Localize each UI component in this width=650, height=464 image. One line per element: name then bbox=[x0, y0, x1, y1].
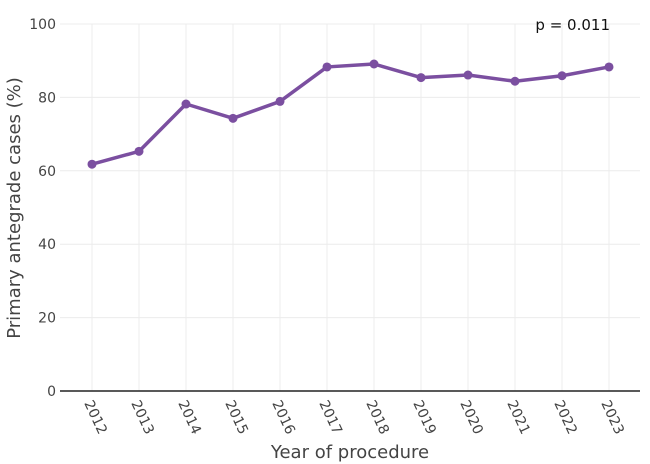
x-tick-label: 2023 bbox=[597, 398, 627, 437]
x-tick-label: 2012 bbox=[80, 398, 110, 437]
y-axis-title: Primary antegrade cases (%) bbox=[4, 77, 25, 339]
x-tick-label: 2021 bbox=[503, 398, 533, 437]
data-point bbox=[557, 71, 567, 81]
y-tick-label: 80 bbox=[38, 90, 56, 106]
y-tick-label: 20 bbox=[38, 311, 56, 327]
x-tick-label: 2015 bbox=[221, 398, 251, 437]
y-tick-label: 40 bbox=[38, 237, 56, 253]
y-tick-label: 100 bbox=[29, 17, 56, 33]
data-point bbox=[181, 99, 191, 109]
x-tick-labels: 2012 2013 2014 2015 2016 2017 2018 2019 2020 2021… bbox=[80, 398, 627, 437]
series-line bbox=[90, 62, 611, 166]
data-point bbox=[510, 76, 520, 86]
x-tick-label: 2022 bbox=[550, 398, 580, 437]
x-axis-title: Year of procedure bbox=[270, 442, 429, 463]
p-value-annotation: p = 0.011 bbox=[535, 16, 610, 34]
x-tick-label: 2013 bbox=[127, 398, 157, 437]
x-tick-label: 2014 bbox=[174, 398, 204, 437]
data-point bbox=[228, 113, 238, 123]
series bbox=[87, 59, 614, 169]
data-point bbox=[87, 159, 97, 169]
data-point bbox=[463, 70, 473, 80]
gridlines bbox=[60, 23, 640, 391]
data-point bbox=[275, 96, 285, 106]
x-tick-label: 2019 bbox=[409, 398, 439, 437]
data-point bbox=[134, 146, 144, 156]
x-tick-label: 2016 bbox=[268, 398, 298, 437]
x-tick-label: 2017 bbox=[315, 398, 345, 437]
y-tick-label: 60 bbox=[38, 164, 56, 180]
data-point bbox=[604, 62, 614, 72]
data-point bbox=[369, 59, 379, 69]
y-tick-label: 0 bbox=[47, 384, 56, 400]
data-point bbox=[322, 62, 332, 72]
x-tick-label: 2018 bbox=[362, 398, 392, 437]
y-tick-labels: 0 20 40 60 80 100 bbox=[29, 17, 56, 400]
data-point bbox=[416, 73, 426, 83]
x-tick-label: 2020 bbox=[456, 398, 486, 437]
